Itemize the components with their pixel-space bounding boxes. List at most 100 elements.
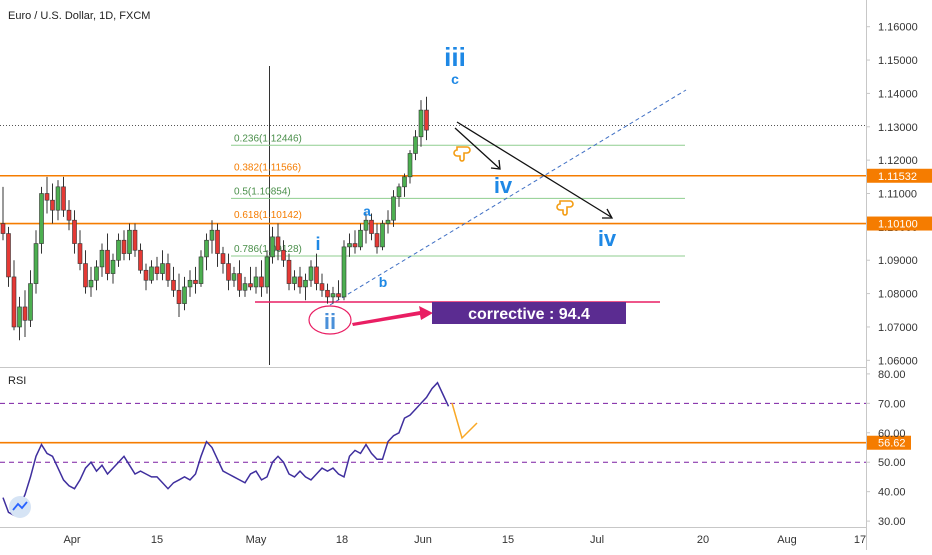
- rsi-tick-label: 60.00: [878, 428, 906, 440]
- hand-pointer-icon: [556, 200, 574, 216]
- pink-arrow: [352, 306, 433, 326]
- time-tick-label: Apr: [63, 534, 80, 546]
- rsi-projection-arrow: [451, 402, 478, 440]
- candle-body: [215, 229, 220, 254]
- rsi-tick-label: 70.00: [878, 398, 906, 410]
- candle-body: [308, 266, 314, 281]
- candle-body: [50, 199, 55, 211]
- rsi-tag: [867, 435, 911, 450]
- candle-body: [358, 229, 363, 248]
- fib-label: 0.618(1.10142): [234, 210, 302, 221]
- fib-label: 0.5(1.10854): [234, 186, 291, 197]
- candle-body: [154, 266, 160, 274]
- wave-label: iv: [598, 226, 617, 251]
- candle-body: [204, 239, 209, 258]
- candle-body: [160, 263, 165, 274]
- candle-body: [231, 273, 237, 281]
- grid-layer: [0, 0, 867, 550]
- axes-layer: Euro / U.S. Dollar, 1D, FXCM 1.16000 1.150…: [8, 10, 932, 546]
- candle-body: [347, 243, 352, 248]
- time-tick-label: Jun: [414, 534, 432, 546]
- candles-layer: [0, 96, 429, 341]
- wave-label: b: [379, 274, 388, 290]
- candle-body: [44, 193, 50, 201]
- price-tick-label: 1.06000: [878, 355, 918, 367]
- time-tick-label: Aug: [777, 534, 797, 546]
- time-tick-label: 18: [336, 534, 348, 546]
- price-tag: [867, 168, 932, 183]
- candle-body: [270, 236, 275, 258]
- fib-layer: 0.236(1.12446) 0.382(1.11566) 0.5(1.10854)…: [0, 89, 866, 306]
- candle-body: [132, 229, 138, 251]
- candle-body: [314, 266, 319, 284]
- candle-body: [374, 233, 380, 248]
- wave-label: iii: [444, 42, 466, 72]
- fib-label: 0.382(1.11566): [234, 163, 301, 174]
- price-tick-label: 1.09000: [878, 255, 918, 267]
- price-tag-label: 1.10100: [878, 219, 918, 231]
- fib-label: 0.236(1.12446): [234, 133, 302, 144]
- projection-arrow: [456, 121, 612, 218]
- candle-body: [66, 209, 72, 221]
- candle-body: [418, 109, 424, 138]
- time-tick-label: 17: [854, 534, 866, 546]
- candle-body: [292, 276, 297, 284]
- candle-body: [325, 289, 330, 298]
- candle-body: [220, 253, 226, 264]
- candle-body: [363, 219, 369, 231]
- candle-body: [99, 249, 105, 268]
- hand-pointer-icon: [453, 146, 471, 162]
- candle-body: [11, 276, 17, 328]
- candle-body: [105, 249, 110, 274]
- candle-body: [402, 176, 407, 188]
- price-tick-label: 1.12000: [878, 155, 918, 167]
- chart-title: Euro / U.S. Dollar, 1D, FXCM: [8, 10, 150, 22]
- rsi-tick-label: 30.00: [878, 516, 906, 528]
- candle-body: [275, 236, 281, 251]
- candle-body: [116, 239, 121, 261]
- candle-body: [39, 193, 44, 244]
- candle-body: [28, 283, 33, 321]
- projection-arrowhead: [602, 208, 614, 219]
- projection-arrow: [454, 127, 500, 169]
- time-tick-label: 15: [502, 534, 514, 546]
- rsi-tick-label: 40.00: [878, 487, 906, 499]
- candle-body: [286, 259, 292, 284]
- wave-label: c: [451, 71, 459, 87]
- rsi-line: [2, 381, 450, 517]
- price-tick-label: 1.13000: [878, 122, 918, 134]
- candle-body: [77, 243, 83, 264]
- candle-body: [143, 269, 149, 281]
- candle-body: [237, 273, 242, 291]
- wave-label: i: [315, 234, 320, 254]
- candle-body: [336, 293, 341, 298]
- candle-body: [176, 289, 182, 304]
- candle-body: [209, 229, 215, 241]
- candle-body: [281, 249, 286, 261]
- time-tick-label: May: [246, 534, 267, 546]
- time-tick-label: 20: [697, 534, 709, 546]
- candle-body: [127, 229, 132, 254]
- rsi-layer: [0, 381, 866, 517]
- candle-body: [55, 186, 61, 211]
- corrective-box: [432, 302, 626, 324]
- trend-line: [329, 89, 687, 306]
- candle-body: [352, 243, 358, 248]
- candle-body: [6, 233, 11, 278]
- candle-body: [138, 249, 143, 271]
- candle-body: [94, 266, 99, 281]
- candle-body: [248, 283, 253, 288]
- candle-body: [303, 279, 308, 288]
- candle-body: [83, 263, 88, 288]
- candle-body: [413, 136, 418, 154]
- wave-label: ii: [324, 309, 336, 334]
- wave-label: iv: [494, 173, 513, 198]
- candle-body: [121, 239, 127, 254]
- candle-body: [259, 276, 264, 288]
- price-tag-label: 1.11532: [878, 171, 917, 183]
- rsi-label: RSI: [8, 375, 26, 387]
- time-tick-label: 15: [151, 534, 163, 546]
- wave-label: a: [363, 203, 371, 219]
